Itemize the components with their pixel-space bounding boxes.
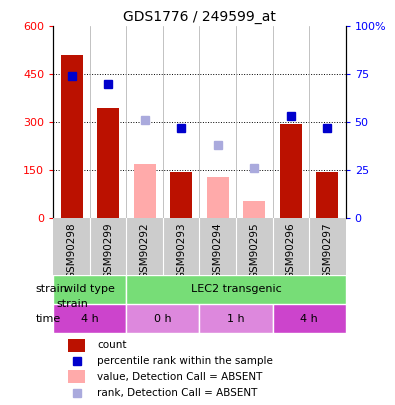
Bar: [170, 173, 192, 218]
Bar: [68, 339, 85, 352]
Text: percentile rank within the sample: percentile rank within the sample: [97, 356, 273, 366]
Bar: [53, 275, 126, 304]
Bar: [316, 173, 338, 218]
Text: 0 h: 0 h: [154, 313, 172, 324]
Bar: [61, 55, 83, 218]
Bar: [199, 304, 273, 333]
Text: count: count: [97, 341, 127, 350]
Text: strain: strain: [56, 299, 88, 309]
Text: LEC2 transgenic: LEC2 transgenic: [191, 284, 281, 294]
Title: GDS1776 / 249599_at: GDS1776 / 249599_at: [123, 10, 276, 24]
Text: GSM90298: GSM90298: [67, 223, 77, 279]
Text: GSM90296: GSM90296: [286, 223, 296, 279]
Text: GSM90292: GSM90292: [140, 223, 150, 279]
Bar: [207, 177, 229, 218]
Bar: [273, 304, 346, 333]
Text: GSM90294: GSM90294: [213, 223, 223, 279]
Text: rank, Detection Call = ABSENT: rank, Detection Call = ABSENT: [97, 388, 258, 398]
Bar: [280, 124, 302, 218]
Text: 4 h: 4 h: [300, 313, 318, 324]
Text: GSM90295: GSM90295: [249, 223, 259, 279]
Text: 4 h: 4 h: [81, 313, 99, 324]
Text: strain: strain: [36, 284, 68, 294]
Bar: [134, 164, 156, 218]
Bar: [243, 200, 265, 218]
Text: GSM90297: GSM90297: [322, 223, 332, 279]
Bar: [97, 108, 119, 218]
Bar: [53, 304, 126, 333]
Text: wild type: wild type: [64, 284, 115, 294]
Bar: [126, 275, 346, 304]
Text: 1 h: 1 h: [227, 313, 245, 324]
Bar: [68, 371, 85, 383]
Text: GSM90293: GSM90293: [176, 223, 186, 279]
Text: GSM90299: GSM90299: [103, 223, 113, 279]
Text: value, Detection Call = ABSENT: value, Detection Call = ABSENT: [97, 371, 263, 382]
Bar: [126, 304, 199, 333]
Text: time: time: [36, 313, 61, 324]
